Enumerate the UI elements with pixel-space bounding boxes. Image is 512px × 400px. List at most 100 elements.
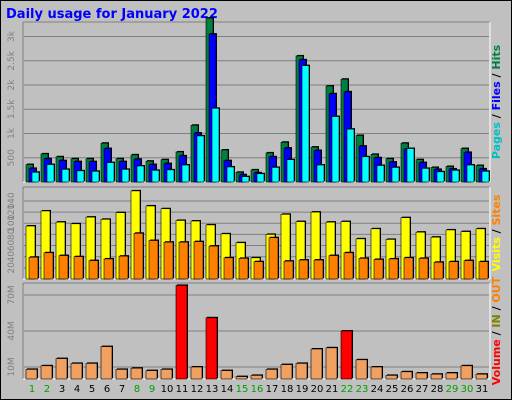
day-label-21: 21: [326, 384, 339, 395]
bar-sites-day-4: [73, 256, 84, 280]
tick-label-visits-60: 60: [7, 240, 17, 252]
bar-pages-day-12: [196, 135, 205, 183]
bar-kbytes-day-24: [370, 366, 383, 380]
bar-kbytes-day-17: [265, 369, 278, 380]
tick-label-volume-40: 40M: [7, 321, 17, 340]
day-label-11: 11: [176, 384, 189, 395]
day-label-4: 4: [74, 384, 80, 395]
day-label-15: 15: [236, 384, 249, 395]
bar-kbytes-day-19: [295, 363, 308, 380]
bar-sites-day-27: [418, 258, 429, 280]
bar-pages-day-4: [76, 170, 85, 183]
bar-kbytes-day-5: [85, 363, 98, 380]
tick-label-visits-80: 80: [7, 228, 17, 240]
bar-pages-day-3: [61, 169, 70, 183]
axis-label-part-volume-4: OUT: [490, 276, 503, 302]
bar-sites-day-19: [298, 259, 309, 280]
tick-label-visits-140: 140: [7, 192, 17, 209]
bar-kbytes-day-10: [160, 369, 173, 380]
day-label-10: 10: [161, 384, 174, 395]
bar-sites-day-28: [433, 261, 444, 280]
bar-pages-day-24: [376, 165, 385, 183]
bar-sites-day-31: [478, 261, 489, 280]
bar-kbytes-day-22: [340, 330, 353, 380]
day-label-7: 7: [119, 384, 125, 395]
axis-label-part-volume-2: IN: [490, 314, 503, 327]
bar-sites-day-8: [133, 232, 144, 280]
day-label-1: 1: [29, 384, 35, 395]
day-label-19: 19: [296, 384, 309, 395]
tick-label-hits-3000: 3k: [7, 30, 17, 42]
bar-kbytes-day-20: [310, 348, 323, 380]
day-label-18: 18: [281, 384, 294, 395]
day-label-31: 31: [476, 384, 489, 395]
tick-label-hits-1500: 1.5k: [7, 99, 17, 119]
bar-sites-day-2: [43, 252, 54, 280]
tick-label-visits-100: 100: [7, 214, 17, 231]
day-label-2: 2: [44, 384, 50, 395]
day-label-24: 24: [371, 384, 384, 395]
day-label-29: 29: [446, 384, 459, 395]
bar-kbytes-day-21: [325, 347, 338, 380]
bar-kbytes-day-6: [100, 346, 113, 380]
bar-kbytes-day-23: [355, 359, 368, 380]
bar-kbytes-day-18: [280, 364, 293, 380]
bar-sites-day-14: [223, 257, 234, 280]
tick-label-volume-10: 10M: [7, 357, 17, 376]
bar-kbytes-day-31: [475, 373, 488, 380]
bar-kbytes-day-7: [115, 369, 128, 380]
bar-pages-day-23: [361, 156, 370, 183]
bar-kbytes-day-13: [205, 317, 218, 380]
bar-pages-day-21: [331, 116, 340, 183]
bar-kbytes-day-26: [400, 371, 413, 380]
bar-sites-day-5: [88, 260, 99, 280]
tick-label-hits-1000: 1k: [7, 127, 17, 139]
bar-pages-day-6: [106, 162, 115, 183]
day-label-30: 30: [461, 384, 474, 395]
day-label-6: 6: [104, 384, 110, 395]
bar-sites-day-20: [313, 259, 324, 280]
bar-sites-day-29: [448, 261, 459, 280]
bar-kbytes-day-4: [70, 363, 83, 380]
bar-pages-day-31: [481, 171, 490, 183]
tick-label-visits-20: 20: [7, 262, 17, 274]
bar-sites-day-6: [103, 258, 114, 280]
day-label-25: 25: [386, 384, 399, 395]
bar-sites-day-13: [208, 245, 219, 280]
day-label-14: 14: [221, 384, 234, 395]
bar-kbytes-day-25: [385, 375, 398, 380]
day-label-12: 12: [191, 384, 204, 395]
bar-pages-day-18: [286, 159, 295, 183]
day-label-16: 16: [251, 384, 264, 395]
bar-pages-day-30: [466, 164, 475, 183]
bar-sites-day-25: [388, 258, 399, 280]
bar-pages-day-27: [421, 168, 430, 183]
tick-label-visits-120: 120: [7, 203, 17, 220]
day-label-26: 26: [401, 384, 414, 395]
day-label-22: 22: [341, 384, 354, 395]
bar-kbytes-day-15: [235, 376, 248, 380]
tick-label-hits-500: 500: [7, 149, 17, 166]
axis-label-part-visits-1: /: [490, 226, 503, 238]
bar-pages-day-17: [271, 167, 280, 183]
bar-kbytes-day-12: [190, 366, 203, 380]
bar-kbytes-day-27: [415, 372, 428, 380]
bar-pages-day-15: [241, 176, 250, 183]
bar-sites-day-26: [403, 257, 414, 280]
axis-label-part-hits-3: /: [490, 70, 503, 82]
day-label-13: 13: [206, 384, 219, 395]
bar-pages-day-28: [436, 171, 445, 183]
bar-pages-day-19: [301, 65, 310, 183]
bar-sites-day-9: [148, 240, 159, 280]
bar-kbytes-day-2: [40, 365, 53, 380]
bar-sites-day-7: [118, 255, 129, 280]
bar-pages-day-10: [166, 169, 175, 183]
bar-kbytes-day-3: [55, 358, 68, 380]
day-label-20: 20: [311, 384, 324, 395]
bar-sites-day-1: [28, 256, 39, 280]
axis-label-visits: Visits / Sites: [490, 194, 503, 271]
bar-pages-day-8: [136, 165, 145, 183]
bar-kbytes-day-8: [130, 367, 143, 380]
axis-label-part-hits-0: Pages: [490, 122, 503, 160]
